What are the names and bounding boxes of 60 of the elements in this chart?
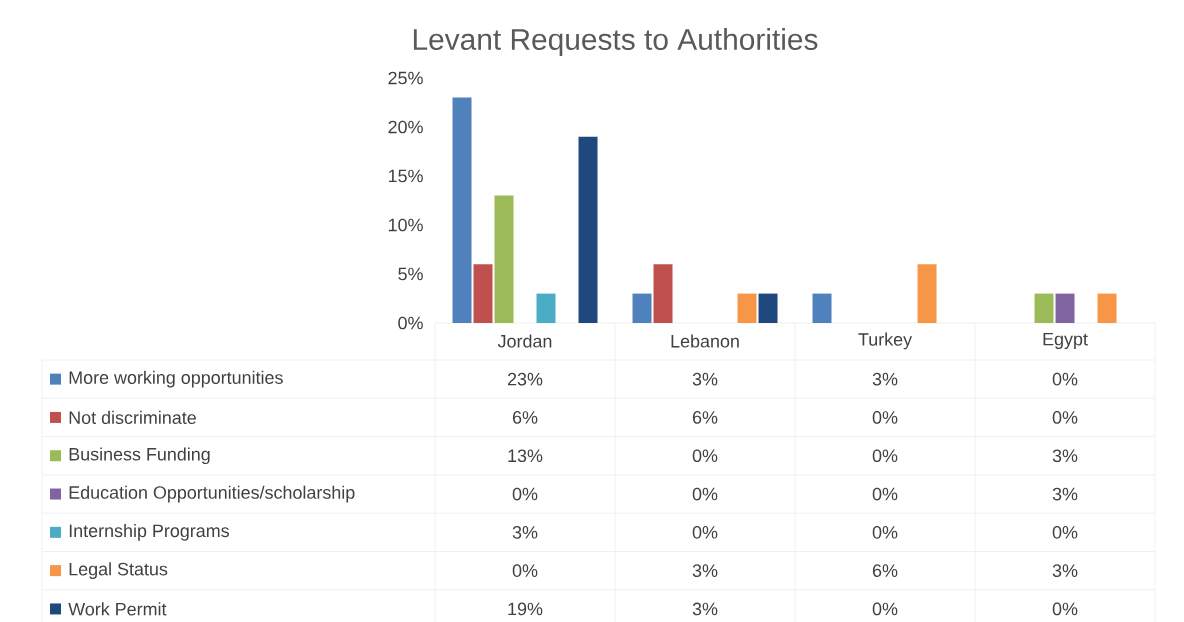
chart-title: Levant Requests to Authorities xyxy=(413,27,818,56)
data-label: 0% xyxy=(692,525,718,539)
data-label: 3% xyxy=(512,525,538,539)
bar xyxy=(758,293,778,323)
data-label: 0% xyxy=(872,449,898,462)
data-label: 0% xyxy=(872,525,898,539)
data-label: 0% xyxy=(1052,525,1078,539)
legend-label: More working opportunities xyxy=(69,370,283,388)
bar xyxy=(1097,293,1117,323)
data-label: 0% xyxy=(692,449,718,462)
data-label: 0% xyxy=(512,564,538,577)
data-label: 3% xyxy=(872,372,898,386)
y-tick-label: 0% xyxy=(398,316,423,330)
legend-label: Education Opportunities/scholarship xyxy=(69,485,355,503)
data-label: 6% xyxy=(512,410,538,424)
data-label: 6% xyxy=(692,410,718,424)
data-label: 0% xyxy=(1052,602,1078,616)
y-tick-label: 15% xyxy=(388,169,423,183)
bar xyxy=(812,293,832,323)
legend-label: Not discriminate xyxy=(69,410,196,424)
data-label: 6% xyxy=(872,564,898,577)
data-label: 0% xyxy=(1052,372,1078,386)
bar xyxy=(737,293,757,323)
bar xyxy=(494,195,514,323)
data-label: 0% xyxy=(512,487,538,501)
data-label: 3% xyxy=(1052,487,1078,501)
bar xyxy=(578,136,598,323)
x-tick-label: Lebanon xyxy=(671,334,739,348)
data-label: 0% xyxy=(692,487,718,501)
y-tick-label: 20% xyxy=(388,120,423,134)
x-tick-label: Jordan xyxy=(497,334,552,348)
bar xyxy=(1034,293,1054,323)
bar xyxy=(1055,293,1075,323)
bar xyxy=(917,264,937,323)
bar xyxy=(452,97,472,323)
data-label: 0% xyxy=(872,602,898,616)
bar xyxy=(536,293,556,323)
data-label: 3% xyxy=(692,372,718,386)
y-tick-label: 25% xyxy=(388,71,423,85)
data-label: 3% xyxy=(1052,449,1078,462)
legend-label: Work Permit xyxy=(68,602,167,616)
y-tick-label: 5% xyxy=(398,267,423,281)
bar xyxy=(473,264,493,323)
data-label: 19% xyxy=(508,602,543,616)
data-label: 3% xyxy=(1052,564,1078,577)
data-label: 3% xyxy=(692,564,718,577)
data-label: 13% xyxy=(508,449,543,462)
data-label: 0% xyxy=(872,410,898,424)
x-tick-label: Egypt xyxy=(1043,332,1088,349)
legend-label: Legal Status xyxy=(69,562,168,579)
legend-label: Business Funding xyxy=(69,447,210,464)
legend-label: Internship Programs xyxy=(69,523,229,541)
bar xyxy=(653,264,673,323)
data-label: 0% xyxy=(872,487,898,501)
x-tick-label: Turkey xyxy=(858,332,913,350)
y-tick-label: 10% xyxy=(388,218,423,232)
data-label: 0% xyxy=(1052,410,1078,424)
data-label: 23% xyxy=(507,372,543,386)
data-label: 3% xyxy=(692,602,718,616)
bar xyxy=(632,293,652,323)
